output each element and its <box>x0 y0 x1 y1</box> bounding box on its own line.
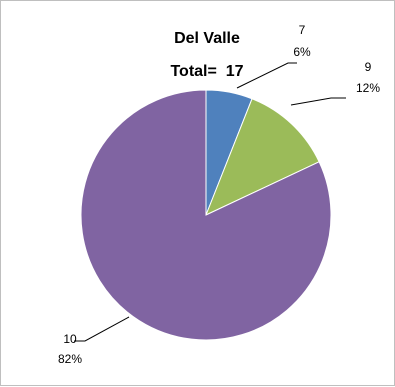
leader-line-9 <box>290 97 346 106</box>
data-label-category-10: 10 <box>63 332 77 346</box>
leader-line-7 <box>236 62 297 89</box>
pie-slice-10 <box>80 89 332 341</box>
data-label-percent-9: 12% <box>356 81 380 95</box>
data-label-category-7: 7 <box>299 23 306 37</box>
pie-slice-9 <box>205 98 320 216</box>
data-label-category-9: 9 <box>365 60 372 74</box>
chart-title-line-2: Total= 17 <box>170 63 243 80</box>
data-label-percent-7: 6% <box>293 45 311 59</box>
chart-title-line-1: Del Valle <box>174 30 240 47</box>
leader-line-10 <box>74 316 130 342</box>
data-label-percent-10: 82% <box>58 352 82 366</box>
